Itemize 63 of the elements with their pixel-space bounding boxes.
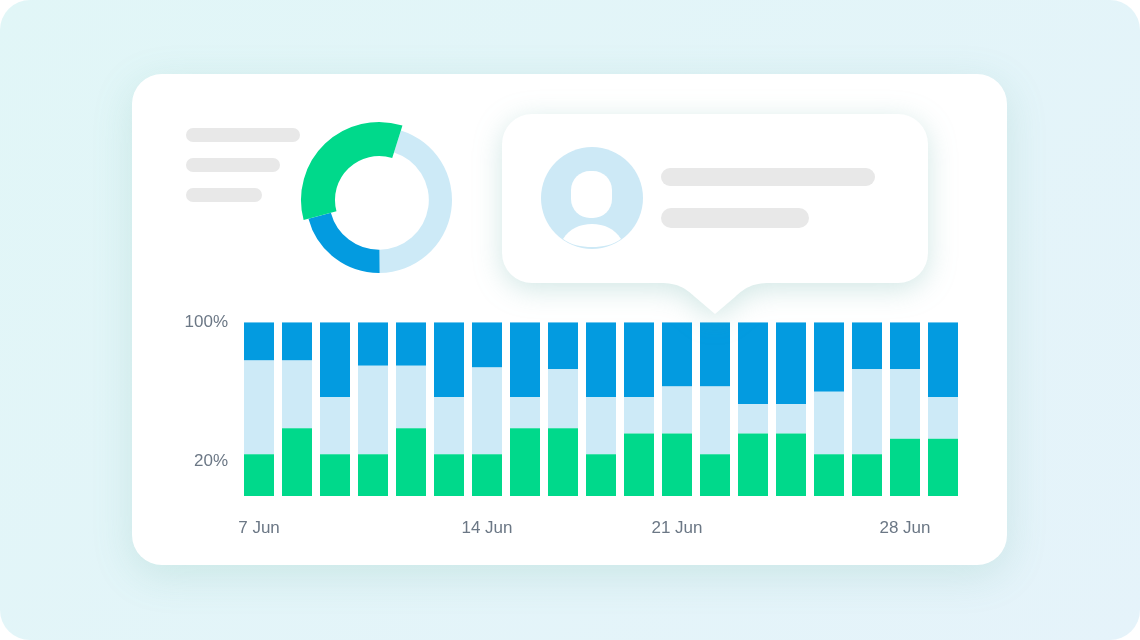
bar [814, 322, 844, 392]
bar [814, 391, 844, 455]
bar [510, 322, 540, 397]
y-tick-label: 100% [184, 311, 228, 331]
y-tick-label: 20% [193, 450, 228, 470]
bar [548, 369, 578, 429]
bar [244, 360, 274, 455]
bar [928, 322, 958, 397]
bar [890, 369, 920, 439]
bar [624, 322, 654, 397]
bar [586, 322, 616, 397]
bar [358, 454, 388, 496]
bar [586, 454, 616, 496]
bar [548, 428, 578, 496]
x-tick-label: 14 Jun [461, 517, 513, 537]
bar [358, 365, 388, 455]
bar [244, 322, 274, 361]
bar [282, 360, 312, 429]
x-tick-label: 21 Jun [651, 517, 703, 537]
bar [434, 322, 464, 397]
bar [396, 365, 426, 429]
bar [738, 322, 768, 404]
bar [662, 322, 692, 387]
bar [662, 386, 692, 434]
bar [852, 454, 882, 496]
bar [890, 438, 920, 496]
bar [662, 433, 692, 496]
bar [700, 386, 730, 455]
bar [320, 454, 350, 496]
bar [700, 454, 730, 496]
bar [776, 403, 806, 434]
bar [282, 428, 312, 496]
bar [396, 322, 426, 366]
bar [282, 322, 312, 361]
bar [472, 367, 502, 455]
x-tick-label: 7 Jun [238, 517, 280, 537]
bar [358, 322, 388, 366]
bar [624, 433, 654, 496]
bar [472, 454, 502, 496]
bar [814, 454, 844, 496]
bar [852, 369, 882, 455]
bar [624, 396, 654, 434]
bar [890, 322, 920, 370]
bar [510, 428, 540, 496]
bar [244, 454, 274, 496]
bar [320, 396, 350, 455]
bar [434, 454, 464, 496]
bar [548, 322, 578, 370]
bar [586, 396, 616, 455]
bar [510, 396, 540, 429]
bar [928, 396, 958, 439]
bar [434, 396, 464, 455]
bar [852, 322, 882, 370]
bar [700, 322, 730, 387]
bar [928, 438, 958, 496]
bar [472, 322, 502, 368]
bar [776, 322, 806, 404]
bar [738, 433, 768, 496]
bar [320, 322, 350, 397]
bar [738, 403, 768, 434]
bar [396, 428, 426, 496]
x-tick-label: 28 Jun [879, 517, 931, 537]
bar [776, 433, 806, 496]
